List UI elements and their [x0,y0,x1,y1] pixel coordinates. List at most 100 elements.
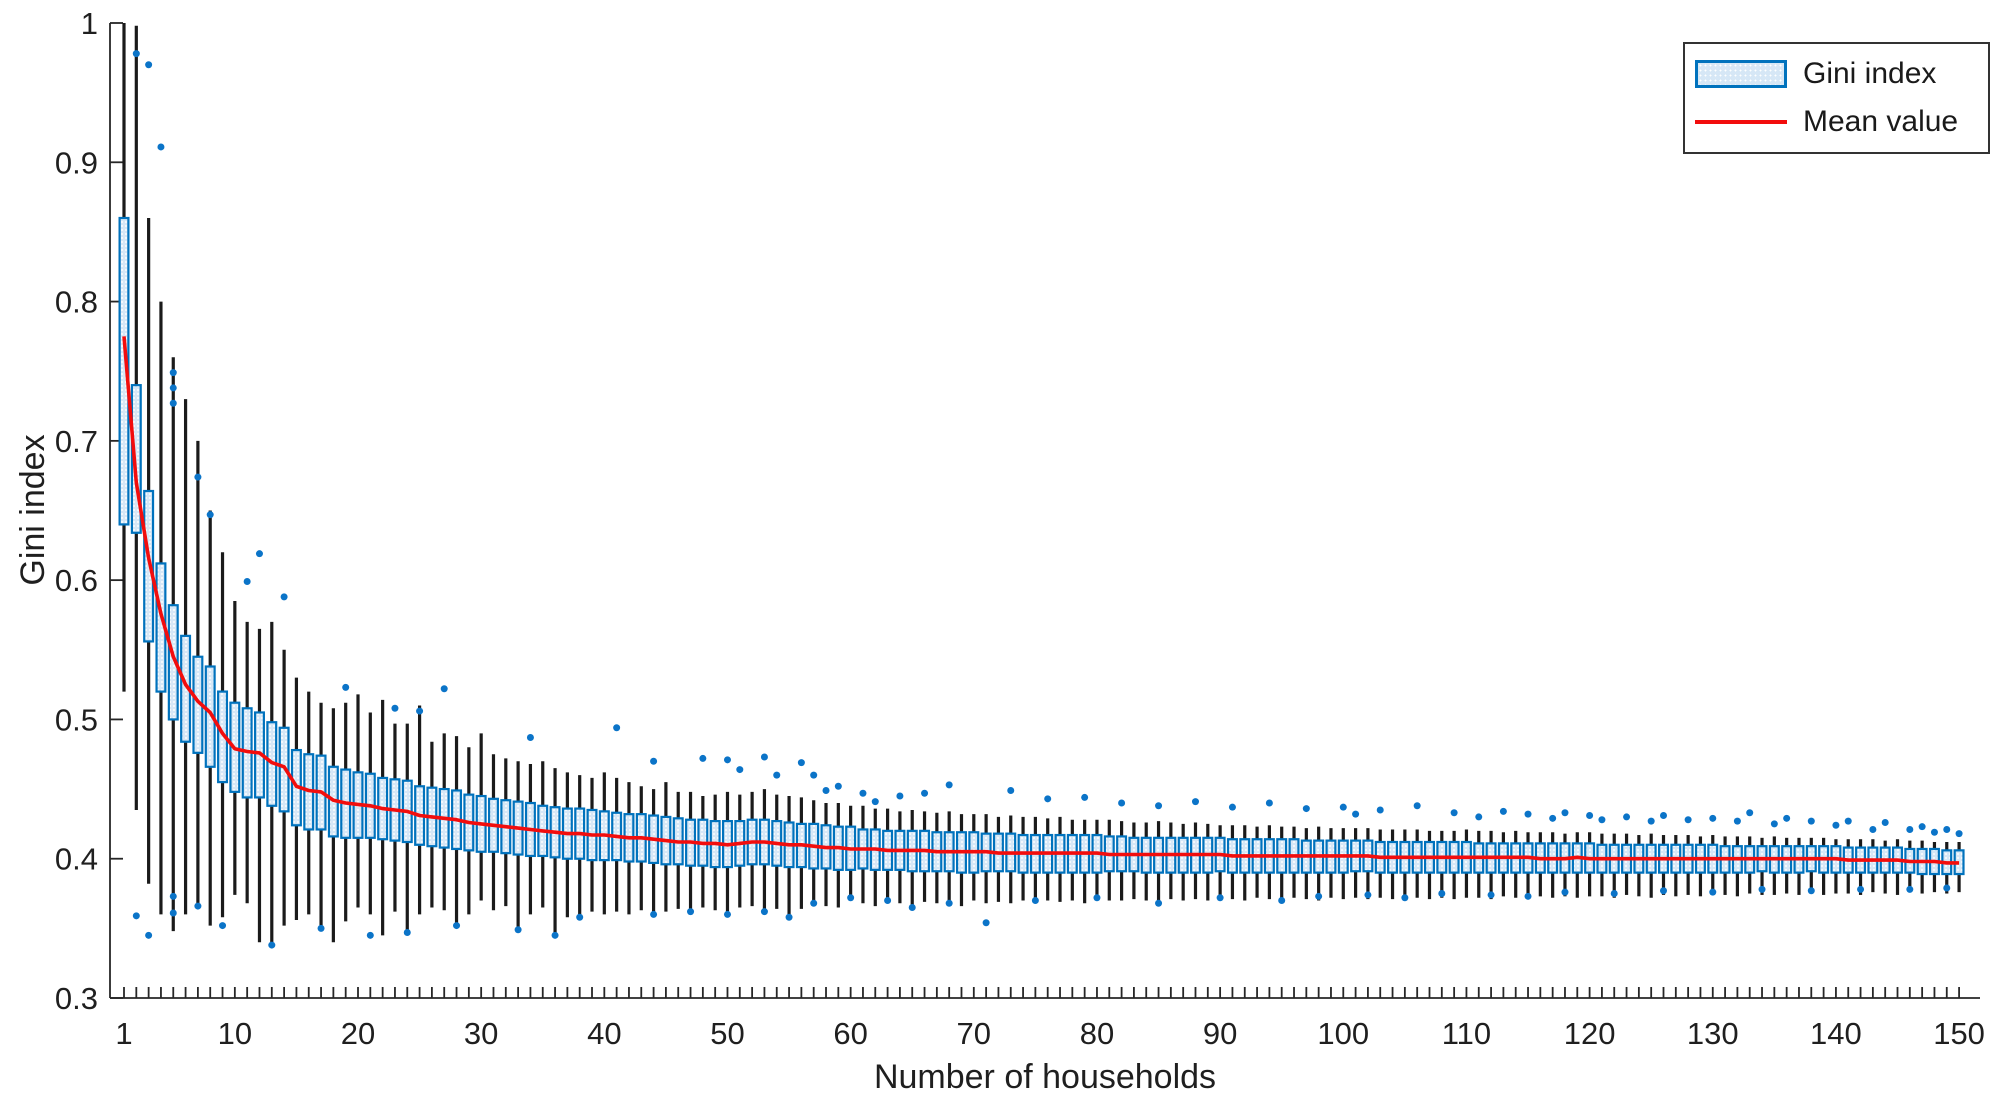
outlier-dot [945,899,953,907]
outlier-dot [1709,814,1717,822]
outlier-dot [169,909,177,917]
outlier-dot [785,913,793,921]
y-tick-label: 0.8 [55,285,98,320]
outlier-dot [1044,795,1052,803]
outlier-dot [194,473,202,481]
outlier-dot [1684,816,1692,824]
outlier-dot [1487,891,1495,899]
outlier-dot [773,771,781,779]
outlier-dot [514,926,522,934]
outlier-dot [1770,820,1778,828]
x-tick-label: 60 [833,1016,867,1051]
outlier-dot [1315,892,1323,900]
outlier-dot [1647,817,1655,825]
outlier-dot [416,707,424,715]
outlier-dot [1081,793,1089,801]
outlier-dot [822,786,830,794]
outlier-dot [157,143,165,151]
outlier-dot [1610,890,1618,898]
outlier-dot [1364,891,1372,899]
x-axis-label: Number of households [873,1058,1217,1096]
outlier-dot [921,789,929,797]
outlier-dot [1191,798,1199,806]
legend-item-gini-index: Gini index [1695,52,1978,96]
outlier-dot [1586,812,1594,820]
outlier-dot [132,912,140,920]
mean-line [122,336,1960,865]
outlier-dot [1093,894,1101,902]
outlier-dot [1623,813,1631,821]
legend-item-mean-value: Mean value [1695,100,1978,144]
outlier-dot [859,789,867,797]
outlier-dot [723,756,731,764]
outlier-dot [723,910,731,918]
outlier-dot [243,578,251,586]
legend-label: Gini index [1803,57,1937,90]
x-tick-label: 70 [957,1016,991,1051]
outlier-dot [440,685,448,693]
outlier-dot [699,754,707,762]
box-swatch-icon [1695,60,1787,88]
outlier-dot [317,924,325,932]
y-tick-label: 0.9 [55,145,98,180]
outlier-dot [1216,894,1224,902]
outlier-dot [219,922,227,930]
outlier-dot [1783,814,1791,822]
outlier-dot [1549,814,1557,822]
outlier-dot [1660,887,1667,895]
outlier-dot [1832,821,1840,829]
outlier-dot [896,792,904,800]
x-tick-label: 80 [1080,1016,1114,1051]
outlier-dot [169,892,177,900]
outlier-dot [834,782,842,790]
x-tick-label: 10 [218,1016,252,1051]
x-tick-label: 1 [115,1016,132,1051]
outlier-dot [1413,802,1421,810]
outlier-dot [1007,786,1015,794]
line-swatch-icon [1695,120,1787,124]
outlier-dot [1943,884,1951,892]
outlier-dot [1709,888,1717,896]
x-tick-label: 140 [1810,1016,1862,1051]
x-tick-label: 50 [710,1016,744,1051]
outlier-dot [255,550,263,558]
outlier-dot [1031,896,1039,904]
outlier-dot [1265,799,1273,807]
outlier-dot [1450,809,1458,817]
outlier-dot [1943,825,1951,833]
outlier-dot [847,894,855,902]
outlier-dot [1869,825,1877,833]
outlier-dot [551,931,559,939]
outlier-dot [576,913,584,921]
outlier-dot [1660,812,1667,820]
outlier-dot [280,593,288,601]
outlier-dot [1906,885,1914,893]
y-axis-label: Gini index [14,434,52,586]
outlier-dot [760,908,768,916]
box [130,384,142,534]
x-tick-label: 130 [1687,1016,1739,1051]
outlier-dot [169,399,177,407]
outlier-dot [1906,825,1914,833]
outlier-dot [650,910,658,918]
outlier-dot [1475,813,1483,821]
y-tick-label: 0.5 [55,702,98,737]
outlier-dot [982,919,990,927]
outlier-dot [526,734,534,742]
outlier-dot [1376,806,1384,814]
y-tick-label: 0.4 [55,842,98,877]
x-tick-label: 110 [1442,1016,1491,1051]
outlier-dot [1524,810,1532,818]
y-tick-label: 0.7 [55,424,98,459]
outlier-dot [810,771,818,779]
outlier-dot [1155,802,1163,810]
outlier-dot [1118,799,1126,807]
outlier-dot [650,757,658,765]
outlier-dot [945,781,953,789]
outlier-dot [1746,809,1754,817]
x-tick-label: 90 [1203,1016,1237,1051]
legend-label: Mean value [1803,105,1959,138]
outlier-dot [760,753,768,761]
